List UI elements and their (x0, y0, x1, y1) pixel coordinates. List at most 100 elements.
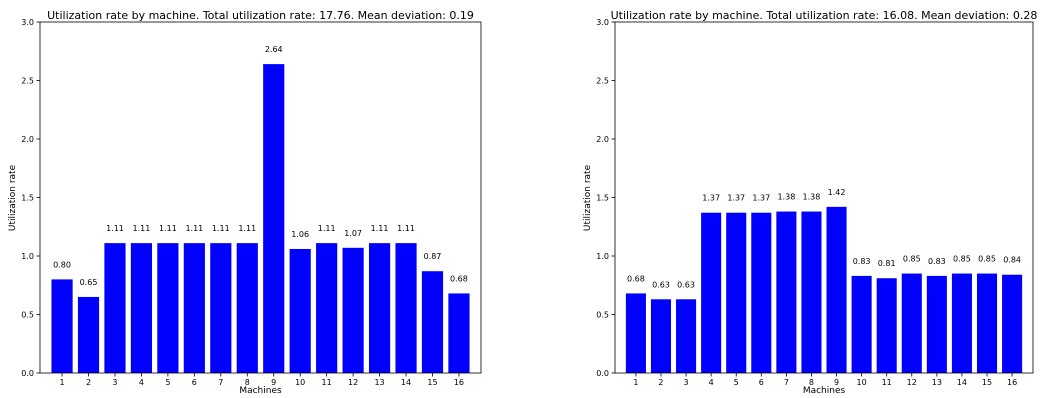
bar (368, 243, 391, 373)
bar-value-label: 0.63 (677, 280, 695, 289)
bar (851, 275, 872, 373)
bar (751, 212, 772, 373)
bar (395, 243, 417, 373)
x-tick-label: 5 (734, 378, 739, 387)
bar-value-label: 0.83 (853, 257, 871, 266)
x-tick-label: 11 (322, 378, 332, 387)
bar (130, 243, 153, 373)
x-tick-label: 12 (907, 378, 917, 387)
y-tick-label: 3.0 (21, 18, 34, 27)
chart-plot: 0.80 1 0.65 2 1.11 3 1.11 4 1.11 5 1.11 6 1.11 7 1.11 8… (21, 18, 482, 387)
bar-value-label: 1.11 (133, 224, 151, 233)
x-tick-label: 13 (932, 378, 942, 387)
bar (625, 293, 646, 373)
bar (77, 296, 100, 373)
bar (701, 212, 722, 373)
x-tick-label: 12 (348, 378, 358, 387)
bar-value-label: 1.38 (777, 193, 795, 202)
y-tick-label: 1.0 (21, 252, 34, 261)
bar-value-label: 1.37 (702, 194, 720, 203)
x-tick-label: 4 (139, 378, 144, 387)
x-tick-label: 7 (218, 378, 223, 387)
chart-plot: 0.68 1 0.63 2 0.63 3 1.37 4 1.37 5 1.37 6 1.38 7 1.38 8… (596, 18, 1034, 387)
bar-value-label: 0.85 (953, 255, 971, 264)
chart-title: Utilization rate by machine. Total utili… (610, 9, 1038, 22)
x-axis-label: Machines (802, 386, 846, 396)
bar-value-label: 1.11 (106, 224, 124, 233)
bar (650, 299, 672, 373)
bar-value-label: 0.84 (1003, 256, 1021, 265)
x-tick-label: 16 (1007, 378, 1017, 387)
x-tick-label: 8 (245, 378, 250, 387)
y-tick-label: 2.5 (21, 77, 34, 86)
x-tick-label: 6 (759, 378, 764, 387)
bar-value-label: 1.06 (291, 230, 309, 239)
x-tick-label: 11 (882, 378, 892, 387)
bar-value-label: 0.63 (652, 280, 670, 289)
chart-left: Utilization rate by machine. Total utili… (8, 9, 482, 396)
x-tick-label: 7 (784, 378, 789, 387)
y-tick-label: 1.5 (596, 194, 609, 203)
bar (157, 243, 179, 373)
bar (901, 273, 922, 373)
x-tick-label: 16 (454, 378, 464, 387)
bar (676, 299, 697, 373)
bar (976, 273, 998, 373)
x-tick-label: 2 (658, 378, 663, 387)
y-tick-label: 0.0 (21, 369, 34, 378)
x-tick-label: 5 (165, 378, 170, 387)
bar-value-label: 0.85 (903, 255, 921, 264)
x-tick-label: 3 (684, 378, 689, 387)
bar (183, 243, 205, 373)
bar-value-label: 1.07 (344, 229, 362, 238)
bar (776, 211, 797, 373)
y-tick-label: 1.0 (596, 252, 609, 261)
y-tick-label: 2.0 (596, 135, 609, 144)
bar-value-label: 1.37 (727, 194, 745, 203)
x-tick-label: 2 (86, 378, 91, 387)
bar-value-label: 1.11 (185, 224, 203, 233)
y-tick-label: 2.5 (596, 77, 609, 86)
x-axis-label: Machines (239, 386, 282, 396)
bar (51, 279, 73, 373)
bar-value-label: 0.85 (978, 255, 996, 264)
bar (951, 273, 972, 373)
x-tick-label: 10 (295, 378, 305, 387)
bar-value-label: 2.64 (265, 45, 283, 54)
x-tick-label: 1 (60, 378, 65, 387)
x-tick-label: 6 (192, 378, 197, 387)
x-tick-label: 14 (957, 378, 967, 387)
bar (316, 243, 338, 373)
bar (876, 278, 897, 373)
bar (826, 206, 847, 373)
y-tick-label: 0.5 (21, 311, 34, 320)
bar (342, 247, 364, 373)
bar-value-label: 1.42 (828, 188, 846, 197)
x-tick-label: 10 (857, 378, 867, 387)
bar (263, 64, 285, 374)
bar-value-label: 1.11 (318, 224, 336, 233)
bar (289, 248, 311, 373)
x-tick-label: 4 (709, 378, 714, 387)
bar-value-label: 0.81 (878, 259, 896, 268)
x-tick-label: 15 (427, 378, 437, 387)
bar-value-label: 1.11 (212, 224, 230, 233)
y-tick-label: 2.0 (21, 135, 34, 144)
y-tick-label: 0.0 (596, 369, 609, 378)
bar-value-label: 0.87 (424, 252, 442, 261)
chart-right: Utilization rate by machine. Total utili… (523, 0, 1046, 398)
bar-value-label: 0.65 (80, 278, 98, 287)
bar-value-label: 0.83 (928, 257, 946, 266)
bar (104, 243, 126, 373)
bar (210, 243, 232, 373)
plot-frame (39, 21, 482, 374)
x-tick-label: 1 (633, 378, 638, 387)
x-tick-label: 9 (834, 378, 839, 387)
bar (421, 271, 444, 373)
bar-value-label: 0.68 (450, 274, 468, 283)
bar (236, 243, 258, 373)
bar (726, 212, 747, 373)
bar-value-label: 1.11 (238, 224, 256, 233)
x-tick-label: 8 (809, 378, 814, 387)
x-tick-label: 9 (271, 378, 276, 387)
